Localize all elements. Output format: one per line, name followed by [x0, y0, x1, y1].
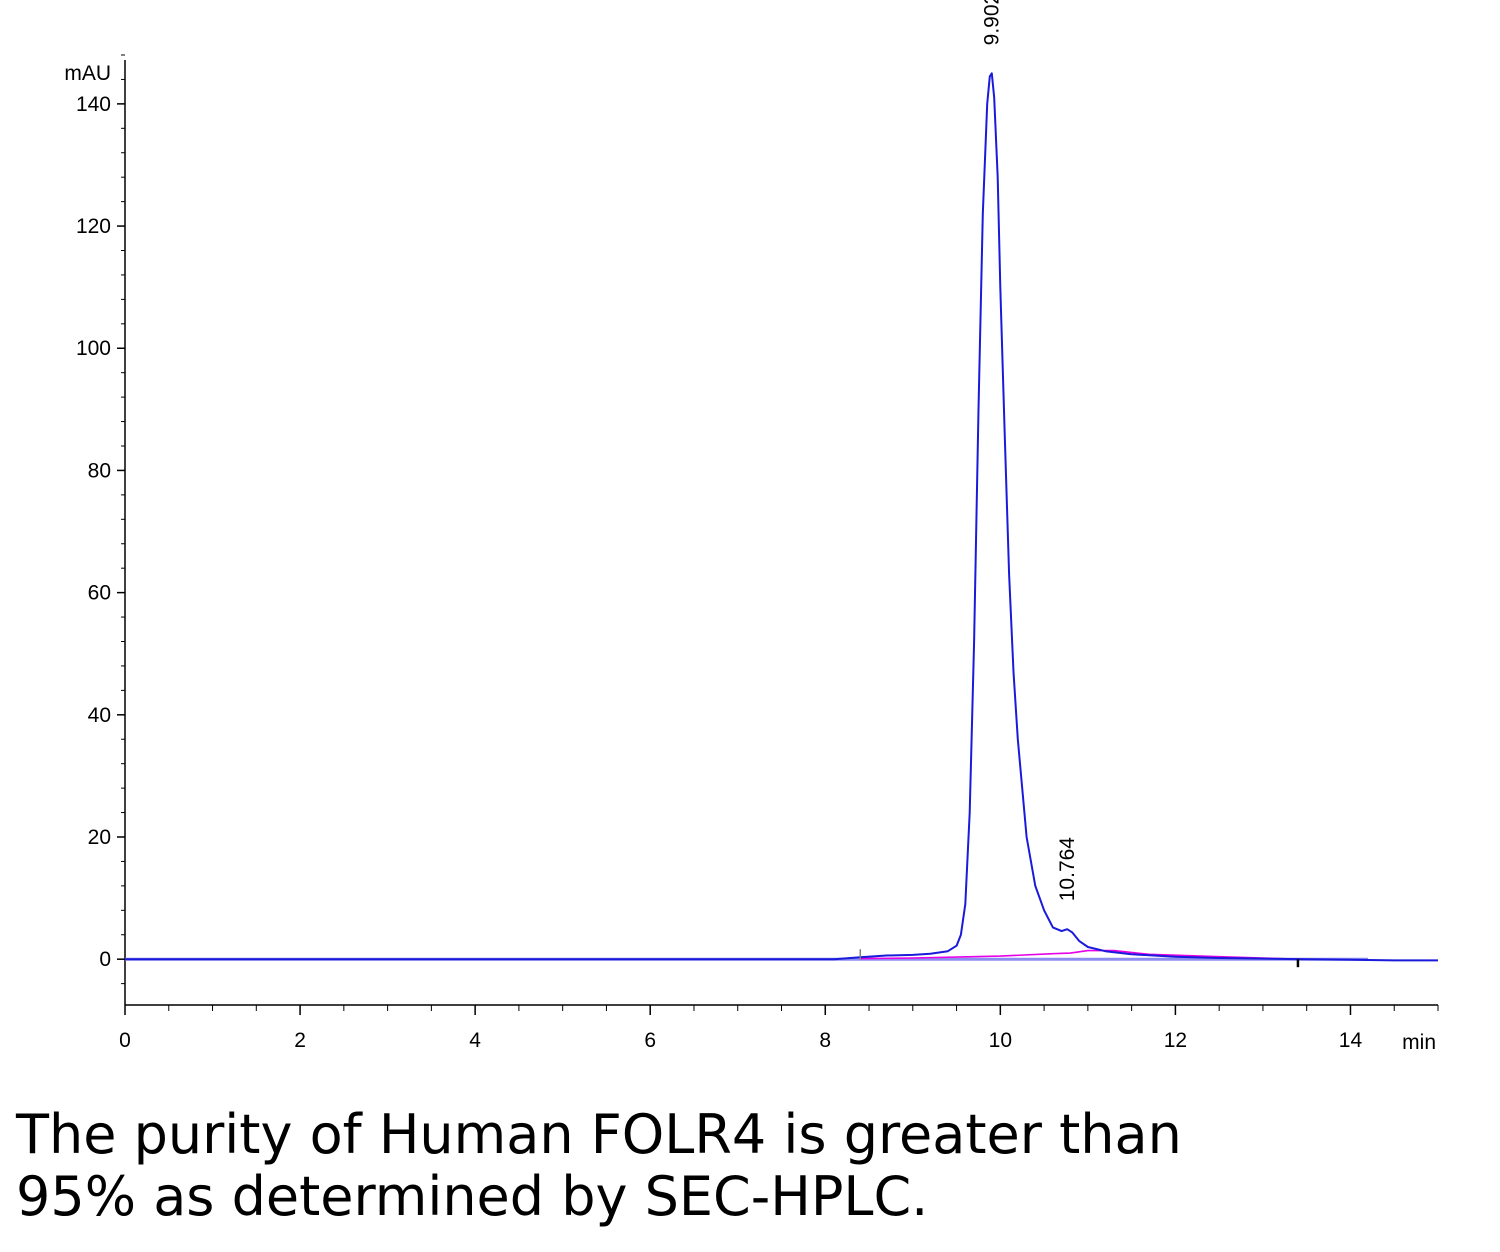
peak-label: 10.764	[1056, 837, 1079, 902]
x-tick-label: 2	[294, 1029, 306, 1052]
signal-trace	[125, 72, 1438, 962]
y-tick-label: 140	[76, 93, 111, 116]
y-tick-label: 60	[88, 582, 111, 605]
y-axis-unit: mAU	[64, 62, 111, 85]
chart-ticks	[117, 54, 1439, 1015]
chart-labels: 0 20 40 60 80 100 120 140 0 2 4 6 8 10 12 14 mAU min 9.902…	[64, 0, 1436, 1054]
y-tick-label: 80	[88, 459, 111, 482]
y-tick-label: 100	[76, 337, 111, 360]
x-axis-unit: min	[1402, 1031, 1436, 1054]
x-tick-label: 14	[1339, 1029, 1363, 1052]
x-tick-label: 12	[1164, 1029, 1187, 1052]
x-tick-label: 10	[989, 1029, 1012, 1052]
x-tick-label: 0	[119, 1029, 131, 1052]
chromatogram-chart: 0 20 40 60 80 100 120 140 0 2 4 6 8 10 12 14 mAU min 9.902…	[64, 0, 1439, 1054]
chart-traces	[125, 72, 1438, 968]
integration-baseline-trace	[860, 949, 1298, 960]
x-tick-label: 8	[819, 1029, 831, 1052]
peak-label: 9.902	[981, 0, 1004, 45]
chart-axes	[124, 60, 1438, 1006]
y-tick-label: 20	[88, 826, 111, 849]
x-tick-label: 4	[469, 1029, 481, 1052]
caption-line-1: The purity of Human FOLR4 is greater tha…	[16, 1103, 1182, 1166]
figure-caption: The purity of Human FOLR4 is greater tha…	[16, 1104, 1456, 1228]
x-tick-label: 6	[644, 1029, 656, 1052]
caption-line-2: 95% as determined by SEC-HPLC.	[16, 1165, 929, 1228]
y-tick-label: 120	[76, 215, 111, 238]
y-tick-label: 40	[88, 704, 111, 727]
y-tick-label: 0	[99, 948, 111, 971]
